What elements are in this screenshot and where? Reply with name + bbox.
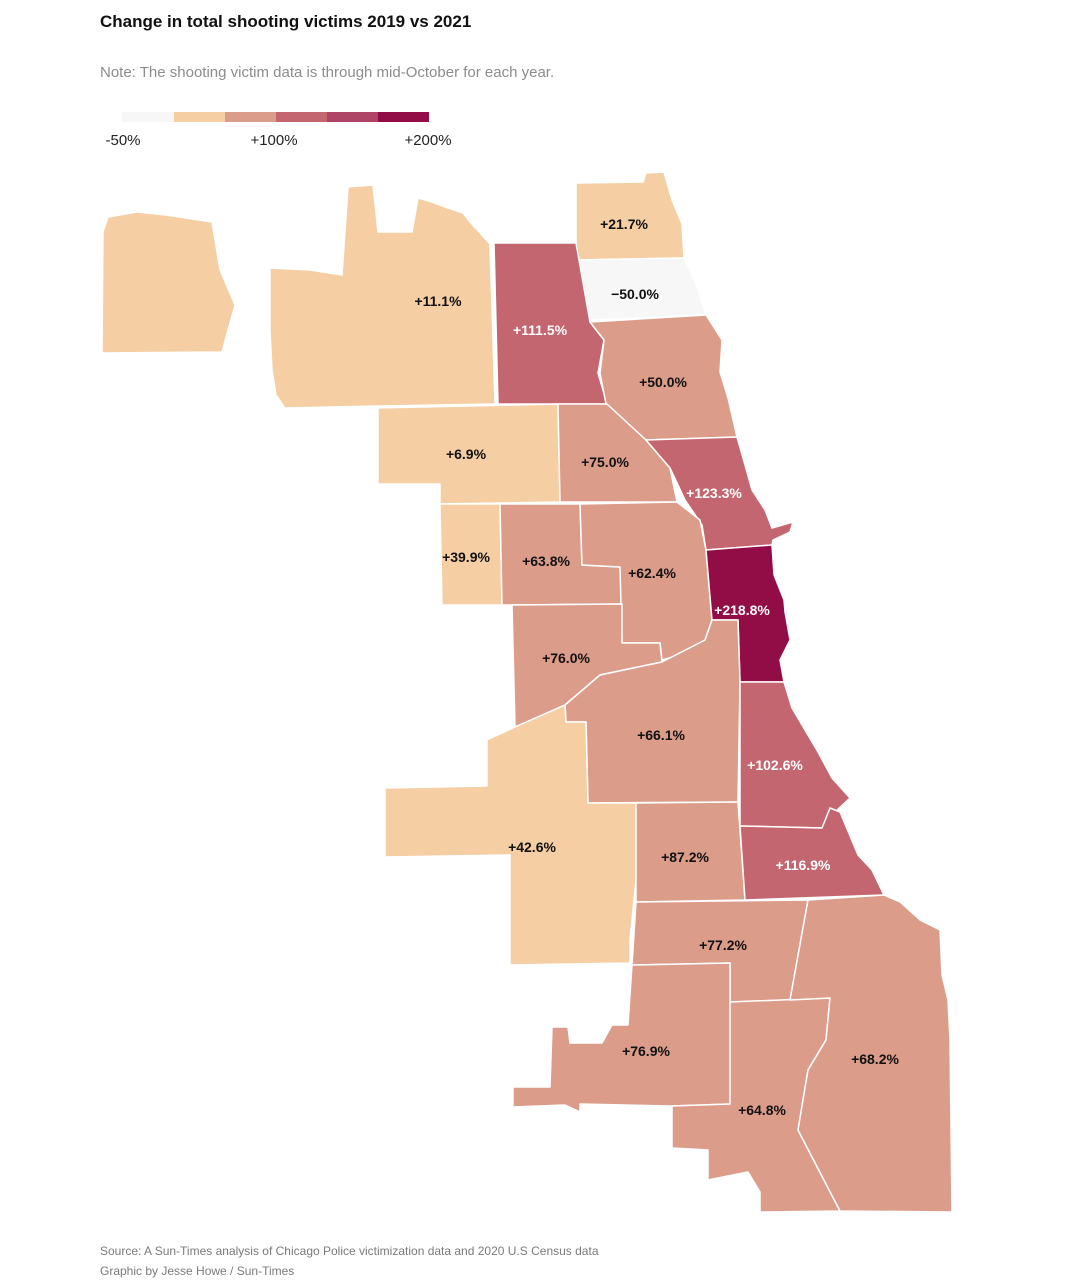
- value-label-rogers-park-edgewater: −50.0%: [611, 286, 659, 302]
- color-legend: -50% +100% +200%: [100, 110, 460, 160]
- area-south-shore: [739, 807, 885, 901]
- area-south-lakefront: [739, 681, 851, 829]
- area-far-northwest: [101, 184, 496, 409]
- area-far-southeast: [789, 894, 953, 1213]
- legend-label-min: -50%: [105, 132, 141, 149]
- value-label-far-southwest: +42.6%: [508, 839, 556, 855]
- area-near-north-lakeview: [645, 436, 794, 551]
- value-label-south-lakefront: +102.6%: [747, 757, 803, 773]
- legend-swatch-4: [327, 112, 378, 122]
- value-label-southwest-central: +66.1%: [637, 727, 685, 743]
- value-label-downtown: +218.8%: [714, 602, 770, 618]
- chart-note: Note: The shooting victim data is throug…: [100, 64, 555, 81]
- value-label-auburn-gresham: +77.2%: [699, 937, 747, 953]
- legend-label-max: +200%: [404, 132, 452, 149]
- legend-swatch-2: [225, 112, 276, 122]
- legend-label-mid: +100%: [250, 132, 298, 149]
- value-label-north-lakefront: +50.0%: [639, 374, 687, 390]
- area-morgan-park-beverly: [512, 962, 731, 1113]
- value-label-roseland-pullman: +64.8%: [738, 1102, 786, 1118]
- value-label-south-shore: +116.9%: [776, 857, 831, 873]
- value-label-far-southeast: +68.2%: [851, 1051, 899, 1067]
- legend-swatch-0: [122, 112, 174, 122]
- legend-swatch-3: [276, 112, 327, 122]
- chart-title: Change in total shooting victims 2019 vs…: [100, 12, 472, 31]
- value-label-west-side: +76.0%: [542, 650, 590, 666]
- source-note: Source: A Sun-Times analysis of Chicago …: [100, 1244, 599, 1258]
- value-label-northwest: +6.9%: [446, 446, 487, 462]
- value-label-austin: +39.9%: [442, 549, 490, 565]
- value-label-near-north-lakeview: +123.3%: [686, 485, 742, 501]
- value-label-west-town: +62.4%: [628, 565, 676, 581]
- value-label-humboldt-park: +63.8%: [522, 553, 570, 569]
- legend-swatch-1: [174, 112, 225, 122]
- area-far-southwest: [384, 704, 637, 966]
- value-label-far-northwest: +11.1%: [414, 293, 462, 309]
- credit-note: Graphic by Jesse Howe / Sun-Times: [100, 1264, 295, 1278]
- value-label-morgan-park-beverly: +76.9%: [622, 1043, 670, 1059]
- value-label-north-central: +111.5%: [513, 322, 568, 338]
- value-label-logan-square-area: +75.0%: [581, 454, 629, 470]
- legend-swatch-5: [378, 112, 429, 122]
- value-label-far-north: +21.7%: [600, 216, 648, 232]
- area-north-central: [493, 242, 608, 405]
- value-label-englewood: +87.2%: [661, 849, 709, 865]
